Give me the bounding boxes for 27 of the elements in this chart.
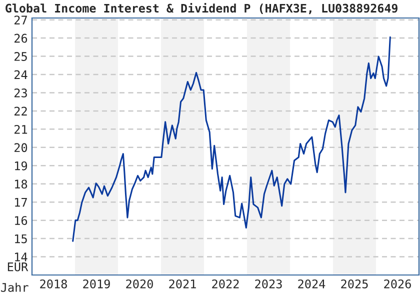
line-series	[72, 36, 391, 242]
x-tick-label: 2024	[298, 279, 326, 288]
y-tick-label: 25	[14, 52, 27, 61]
y-tick-label: 22	[14, 106, 27, 116]
y-tick-label: 19	[15, 161, 28, 170]
y-tick-label: 21	[14, 124, 28, 134]
x-axis-title: Jahr	[1, 282, 28, 292]
x-tick-label: 2019	[83, 279, 110, 288]
x-tick-label: 2023	[255, 279, 282, 288]
y-tick-label: 17	[15, 198, 27, 207]
y-tick-label: 16	[15, 216, 28, 226]
x-tick-label: 2022	[212, 279, 239, 288]
y-axis-title: EUR	[8, 262, 28, 272]
y-tick-label: 24	[14, 70, 28, 80]
y-tick-label: 20	[14, 143, 28, 152]
y-tick-label: 15	[15, 234, 27, 244]
y-tick-label: 18	[15, 180, 28, 189]
x-tick-label: 2021	[169, 279, 196, 288]
x-tick-label: 2018	[40, 279, 67, 288]
y-tick-label: 23	[14, 88, 27, 98]
x-tick-label: 2025	[341, 279, 368, 288]
y-tick-label: 14	[15, 252, 28, 262]
x-tick-label: 2026	[384, 279, 411, 288]
y-tick-label: 27	[14, 16, 27, 24]
y-tick-label: 26	[14, 34, 28, 43]
x-tick-label: 2020	[126, 279, 153, 288]
chart-title: Global Income Interest & Dividend P (HAFX3E, LU038892649	[6, 2, 398, 14]
